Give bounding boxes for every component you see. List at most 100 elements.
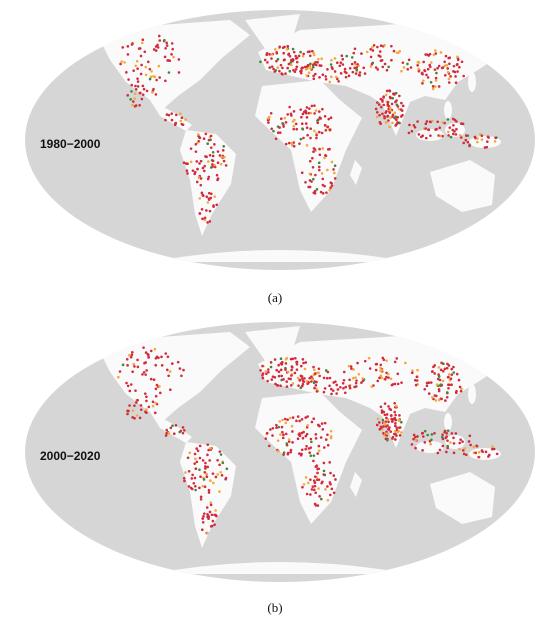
dot: [428, 63, 431, 67]
dot: [394, 91, 398, 95]
dot: [194, 488, 197, 492]
dot: [298, 142, 301, 145]
dot: [380, 409, 384, 412]
dot: [322, 376, 326, 380]
dot: [388, 89, 391, 92]
dot: [211, 481, 215, 485]
dot: [391, 115, 394, 118]
dot: [163, 55, 167, 59]
dot: [179, 119, 183, 123]
dot: [288, 69, 292, 73]
dot: [410, 443, 414, 446]
dot: [410, 129, 414, 133]
dot: [314, 433, 318, 436]
dot: [411, 369, 414, 372]
dot: [391, 437, 394, 440]
dot: [375, 115, 379, 119]
dot: [317, 57, 320, 61]
dot: [270, 127, 273, 131]
dot: [295, 368, 299, 371]
dot: [426, 67, 430, 71]
dot: [431, 396, 434, 399]
dot: [128, 353, 131, 357]
dot: [393, 438, 397, 441]
dot: [224, 164, 228, 167]
dot: [151, 404, 155, 408]
dot: [323, 156, 326, 160]
dot: [378, 421, 381, 424]
dot: [127, 409, 130, 413]
dot: [421, 82, 424, 85]
dot: [306, 481, 310, 485]
dot: [280, 72, 283, 75]
dot: [345, 54, 348, 58]
dot: [433, 68, 437, 71]
dot: [193, 462, 196, 465]
dot: [204, 467, 207, 470]
dot: [322, 469, 326, 473]
dot: [295, 60, 299, 64]
dot: [315, 136, 318, 140]
dot: [459, 438, 462, 441]
dot: [222, 159, 226, 163]
dot: [477, 455, 480, 459]
dot: [190, 487, 194, 491]
dot: [367, 356, 371, 360]
dot: [324, 77, 328, 81]
dot: [289, 112, 293, 116]
dot: [388, 426, 391, 429]
dot: [454, 75, 457, 78]
dot: [314, 60, 317, 64]
dot: [209, 503, 213, 507]
dot: [141, 38, 145, 41]
dot: [433, 372, 436, 375]
dot: [447, 364, 451, 367]
dot: [467, 440, 471, 443]
dot: [317, 161, 321, 165]
dot: [313, 62, 316, 66]
dot: [152, 87, 155, 91]
dot: [214, 509, 217, 512]
dot: [317, 444, 321, 448]
dot: [305, 379, 309, 383]
dot: [387, 119, 390, 122]
dot: [139, 404, 143, 407]
dot: [385, 68, 389, 72]
dot: [431, 85, 435, 88]
dot: [133, 92, 137, 96]
dot: [389, 377, 393, 381]
dot: [269, 111, 273, 115]
dot: [274, 382, 277, 386]
dot: [172, 55, 175, 59]
dot: [468, 434, 472, 438]
dot: [425, 120, 429, 123]
dot: [450, 373, 454, 376]
dot: [121, 46, 125, 49]
dot: [447, 134, 450, 137]
dot: [327, 117, 331, 121]
dot: [447, 386, 450, 390]
dot: [476, 140, 479, 144]
dot: [335, 392, 338, 395]
dot: [456, 70, 459, 73]
dot: [389, 109, 392, 112]
dot: [305, 74, 309, 77]
dot: [270, 378, 274, 381]
dot: [313, 481, 317, 484]
dot: [206, 142, 209, 146]
dot: [449, 135, 453, 139]
dot: [459, 389, 463, 393]
dot: [186, 172, 189, 175]
dot: [316, 471, 319, 475]
dot: [130, 353, 134, 357]
dot: [132, 362, 136, 366]
dot: [144, 361, 148, 364]
dot: [312, 454, 316, 457]
dot: [321, 73, 325, 77]
dot: [215, 173, 219, 177]
dot: [301, 436, 305, 440]
dot: [464, 134, 468, 137]
dot: [276, 57, 280, 61]
dot: [433, 85, 437, 88]
dot: [301, 127, 304, 130]
